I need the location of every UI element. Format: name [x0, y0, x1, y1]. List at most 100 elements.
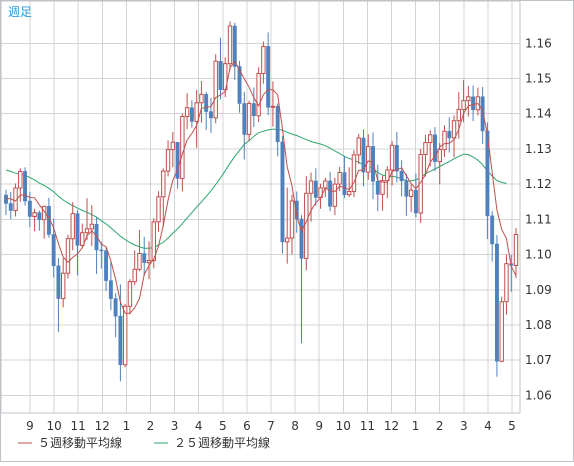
candle-body-down [232, 25, 237, 67]
candle-body-up [337, 171, 342, 185]
candle-body-down [209, 111, 213, 119]
candle-body-up [437, 149, 442, 163]
x-tick-label: 4 [484, 419, 492, 433]
candle-body-up [323, 180, 328, 189]
ma25-series [5, 128, 507, 249]
x-tick-label: 2 [436, 419, 444, 433]
candle-body-up [270, 105, 276, 108]
x-tick-label: 12 [384, 419, 399, 433]
candle-body-up [256, 73, 261, 117]
candle-body-up [194, 102, 199, 122]
candle-body-up [285, 237, 290, 243]
candle-body-up [146, 260, 152, 264]
x-tick-label: 9 [26, 419, 34, 433]
candle-body-up [122, 305, 128, 366]
candle-body-down [433, 134, 437, 162]
x-tick-label: 7 [267, 419, 275, 433]
candle-body-down [108, 280, 113, 299]
candle-body-up [161, 170, 166, 198]
candle-body-down [399, 170, 404, 182]
candle-body-down [237, 66, 242, 104]
x-tick-label: 11 [71, 419, 86, 433]
candle-body-down [480, 96, 485, 132]
candle-body-up [466, 96, 471, 102]
x-tick-label: 1 [412, 419, 420, 433]
candle-body-down [485, 130, 490, 217]
candle-body-up [423, 142, 428, 156]
candle-body-up [346, 191, 352, 196]
y-tick-label: 1.11 [525, 212, 552, 226]
candle-body-up [132, 268, 137, 283]
candle-body-up [151, 221, 156, 262]
candle-body-down [494, 243, 499, 362]
candle-body-up [513, 233, 519, 266]
candle-body-down [94, 224, 99, 251]
period-label: 週足 [8, 5, 32, 19]
x-tick-label: 11 [360, 419, 375, 433]
candle-body-up [165, 149, 171, 172]
x-tick-label: 4 [195, 419, 203, 433]
candle-body-up [385, 169, 390, 182]
x-tick-label: 6 [243, 419, 251, 433]
candle-body-up [289, 200, 295, 239]
candle-body-down [447, 131, 452, 139]
y-tick-label: 1.15 [525, 71, 552, 85]
legend: ５週移動平均線 ２５週移動平均線 [18, 435, 270, 450]
candle-body-down [242, 103, 247, 135]
candle-body-down [23, 171, 28, 202]
x-tick-label: 10 [46, 419, 61, 433]
candle-body-up [456, 108, 462, 122]
candle-body-down [375, 181, 380, 195]
candle-body-down [404, 180, 409, 197]
x-tick-label: 5 [219, 419, 227, 433]
ma25-line [5, 128, 507, 249]
x-tick-label: 2 [147, 419, 155, 433]
y-tick-label: 1.10 [525, 248, 552, 262]
x-tick-label: 5 [508, 419, 516, 433]
y-tick-label: 1.13 [525, 142, 552, 156]
y-tick-label: 1.16 [525, 36, 552, 50]
ma5-line [5, 60, 517, 314]
candle-body-up [184, 107, 190, 118]
y-axis: 1.06 1.07 1.08 1.09 1.10 1.11 1.12 1.13 1.14 1.15… [525, 36, 552, 402]
candle-body-down [275, 106, 280, 143]
candle-body-up [380, 180, 385, 195]
candle-body-down [394, 145, 399, 172]
x-tick-label: 3 [460, 419, 468, 433]
candle-body-up [351, 154, 357, 193]
y-tick-label: 1.08 [525, 318, 552, 332]
y-tick-label: 1.07 [525, 353, 552, 367]
candle-body-down [99, 249, 104, 252]
x-tick-label: 10 [336, 419, 351, 433]
x-tick-label: 1 [123, 419, 131, 433]
candle-body-up [70, 213, 75, 240]
candle-body-down [104, 250, 109, 281]
candle-body-up [80, 232, 85, 246]
candle-body-up [60, 272, 66, 300]
candle-body-up [418, 154, 423, 214]
candle-body-up [65, 238, 71, 274]
candle-body-down [361, 137, 366, 173]
candle-body-down [51, 234, 56, 267]
candle-body-down [204, 94, 209, 112]
candle-body-down [142, 253, 147, 263]
candle-body-down [490, 215, 495, 245]
candle-body-up [32, 212, 37, 218]
x-axis: 9 10 11 12 1 2 3 4 5 6 7 8 9 10 11 12 1 2 3 4 5 [26, 419, 516, 433]
candle-body-down [175, 141, 180, 179]
x-tick-label: 9 [315, 419, 323, 433]
ma5-series [5, 60, 517, 314]
candle-body-up [127, 281, 133, 307]
candle-body-up [227, 25, 233, 65]
candle-body-up [356, 137, 361, 156]
y-tick-label: 1.12 [525, 177, 552, 191]
candle-body-up [451, 120, 457, 139]
candle-body-down [413, 189, 418, 214]
candle-body-up [246, 102, 252, 135]
candle-body-down [218, 60, 223, 90]
candle-body-down [27, 200, 32, 217]
candle-body-down [471, 96, 476, 111]
candle-body-down [266, 46, 271, 108]
candle-body-down [294, 200, 299, 220]
